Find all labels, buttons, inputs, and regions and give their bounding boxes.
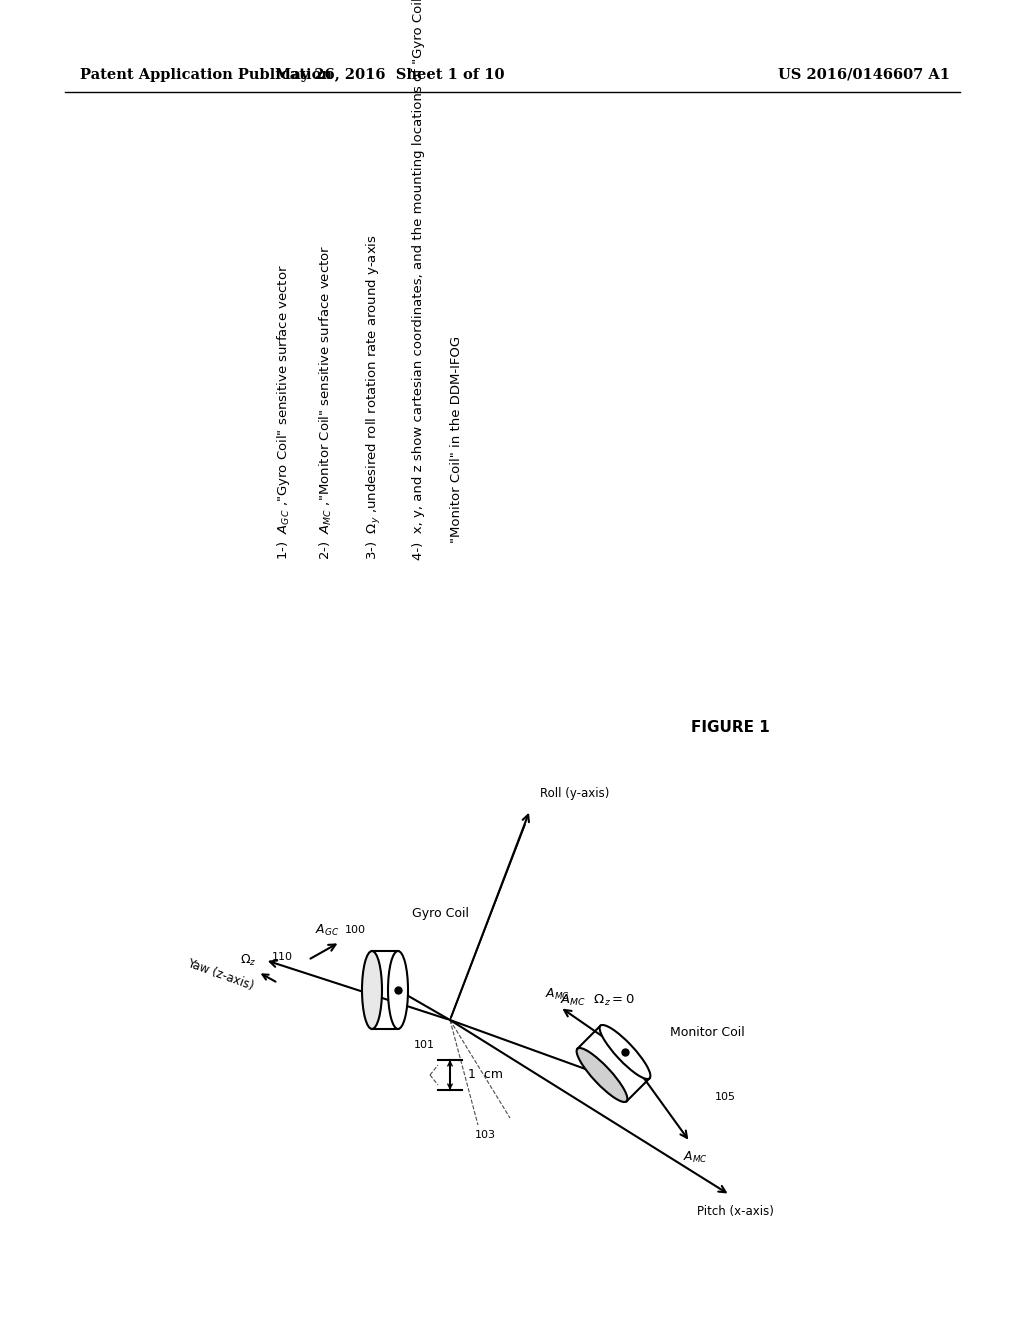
Text: May 26, 2016  Sheet 1 of 10: May 26, 2016 Sheet 1 of 10 <box>275 69 505 82</box>
Ellipse shape <box>577 1048 628 1102</box>
Text: 1  cm: 1 cm <box>468 1068 503 1081</box>
Text: 2-)  $A_{MC}$ ,"Monitor Coil" sensitive surface vector: 2-) $A_{MC}$ ,"Monitor Coil" sensitive s… <box>318 244 334 560</box>
Text: 4-)  x, y, and z show cartesian coordinates, and the mounting locations of "Gyro: 4-) x, y, and z show cartesian coordinat… <box>412 0 425 560</box>
Text: $A_{MC}$: $A_{MC}$ <box>683 1150 708 1166</box>
Ellipse shape <box>388 950 408 1030</box>
Text: $\Omega_z$: $\Omega_z$ <box>240 953 256 968</box>
Text: 101: 101 <box>414 1040 435 1049</box>
Text: Pitch (x-axis): Pitch (x-axis) <box>696 1205 773 1218</box>
Text: 103: 103 <box>475 1130 496 1140</box>
Text: Gyro Coil: Gyro Coil <box>412 907 469 920</box>
Text: 105: 105 <box>715 1092 736 1102</box>
Text: $A_{MC}$  $\Omega_z = 0$: $A_{MC}$ $\Omega_z = 0$ <box>560 993 635 1007</box>
Text: Yaw (z-axis): Yaw (z-axis) <box>185 957 255 993</box>
Text: 1-)  $A_{GC}$ ,"Gyro Coil" sensitive surface vector: 1-) $A_{GC}$ ,"Gyro Coil" sensitive surf… <box>275 264 292 560</box>
Text: "Monitor Coil" in the DDM-IFOG: "Monitor Coil" in the DDM-IFOG <box>450 335 463 560</box>
Text: 100: 100 <box>345 925 366 935</box>
Text: Roll (y-axis): Roll (y-axis) <box>540 787 609 800</box>
Text: $A_{GC}$: $A_{GC}$ <box>315 923 339 939</box>
Text: $A_{MC}$: $A_{MC}$ <box>545 987 569 1002</box>
Text: FIGURE 1: FIGURE 1 <box>690 719 769 735</box>
Text: 110: 110 <box>272 952 293 962</box>
Ellipse shape <box>362 950 382 1030</box>
Text: US 2016/0146607 A1: US 2016/0146607 A1 <box>778 69 950 82</box>
Text: Monitor Coil: Monitor Coil <box>670 1026 744 1039</box>
Text: 3-)  $\Omega_{y}$ ,undesired roll rotation rate around y-axis: 3-) $\Omega_{y}$ ,undesired roll rotatio… <box>365 234 383 560</box>
Text: Patent Application Publication: Patent Application Publication <box>80 69 332 82</box>
Ellipse shape <box>600 1024 650 1078</box>
